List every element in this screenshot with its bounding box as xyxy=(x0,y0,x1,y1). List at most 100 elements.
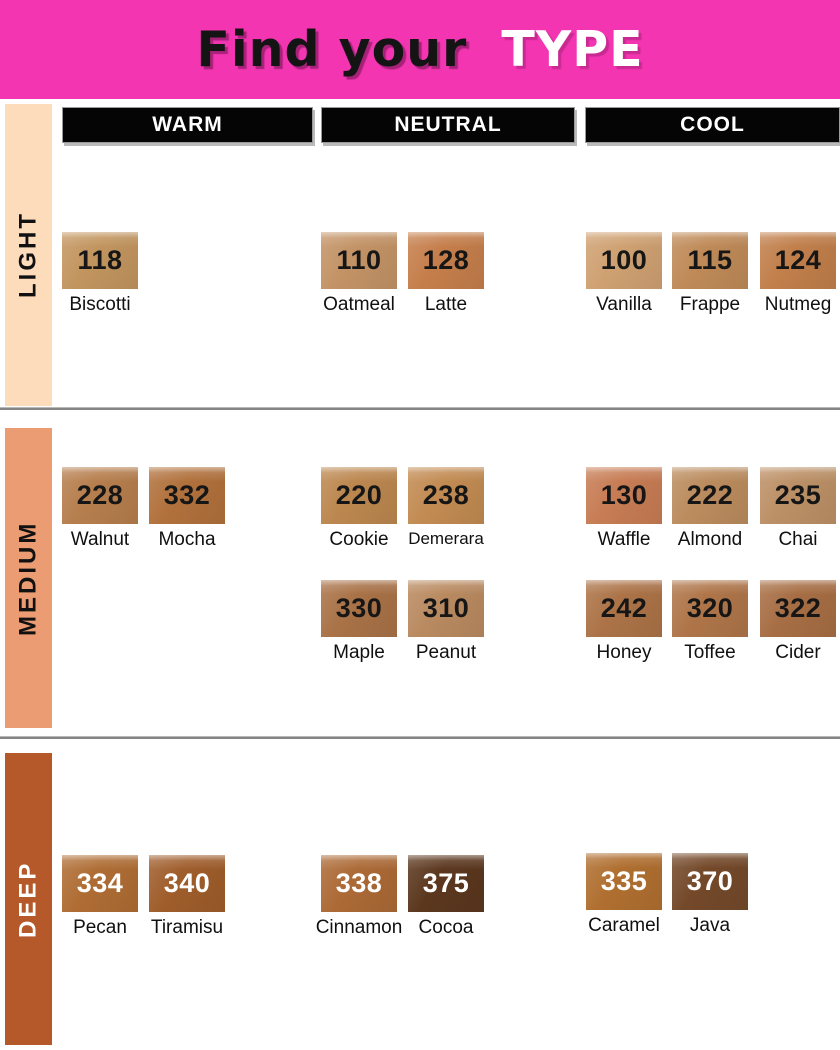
shade-chip: 332 xyxy=(149,467,225,524)
shade-chip: 115 xyxy=(672,232,748,289)
row-band-light-label: LIGHT xyxy=(14,211,42,299)
shade-chip: 370 xyxy=(672,853,748,910)
column-header-warm: WARM xyxy=(62,107,313,143)
shade-number: 375 xyxy=(422,868,470,898)
shade-number: 370 xyxy=(686,866,734,896)
page-title: Find your TYPE xyxy=(196,21,643,78)
shade-chip: 340 xyxy=(149,855,225,912)
swatch-335-caramel: 335 Caramel xyxy=(586,853,662,936)
row-band-medium-label: MEDIUM xyxy=(14,520,42,636)
shade-number: 130 xyxy=(600,480,648,510)
shade-chip: 100 xyxy=(586,232,662,289)
swatch-338-cinnamon: 338 Cinnamon xyxy=(316,855,402,938)
row-band-deep-label: DEEP xyxy=(14,860,42,938)
shade-number: 335 xyxy=(600,866,648,896)
shade-name: Pecan xyxy=(73,917,127,938)
swatch-115-frappe: 115 Frappe xyxy=(672,232,748,315)
swatch-334-pecan: 334 Pecan xyxy=(62,855,138,938)
swatch-340-tiramisu: 340 Tiramisu xyxy=(149,855,225,938)
swatch-110-oatmeal: 110 Oatmeal xyxy=(321,232,397,315)
shade-number: 242 xyxy=(600,593,648,623)
shade-chip: 110 xyxy=(321,232,397,289)
shade-number: 118 xyxy=(77,245,123,275)
column-header-neutral: NEUTRAL xyxy=(321,107,575,143)
shade-name: Waffle xyxy=(597,529,651,550)
swatch-242-honey: 242 Honey xyxy=(586,580,662,663)
shade-name: Mocha xyxy=(158,529,216,550)
shade-name: Chai xyxy=(778,529,818,550)
shade-name: Almond xyxy=(677,529,743,550)
shade-number: 222 xyxy=(686,480,734,510)
shade-number: 320 xyxy=(686,593,734,623)
column-header-cool: COOL xyxy=(585,107,840,143)
shade-name: Cider xyxy=(775,642,821,663)
shade-number: 330 xyxy=(335,593,383,623)
shade-name: Biscotti xyxy=(69,294,131,315)
shade-chip: 124 xyxy=(760,232,836,289)
row-band-light: LIGHT xyxy=(5,104,52,406)
shade-chip: 310 xyxy=(408,580,484,637)
shade-number: 128 xyxy=(422,245,470,275)
shade-chip: 322 xyxy=(760,580,836,637)
swatch-100-vanilla: 100 Vanilla xyxy=(586,232,662,315)
shade-chip: 130 xyxy=(586,467,662,524)
shade-name: Cookie xyxy=(329,529,389,550)
swatch-118-biscotti: 118 Biscotti xyxy=(62,232,138,315)
shade-number: 332 xyxy=(163,480,211,510)
swatch-370-java: 370 Java xyxy=(672,853,748,936)
shade-name: Java xyxy=(689,915,731,936)
page-title-light: TYPE xyxy=(501,21,644,78)
shade-chip: 338 xyxy=(321,855,397,912)
swatch-330-maple: 330 Maple xyxy=(321,580,397,663)
shade-name: Cocoa xyxy=(418,917,474,938)
shade-name: Demerara xyxy=(408,529,484,548)
shade-number: 228 xyxy=(76,480,124,510)
swatch-375-cocoa: 375 Cocoa xyxy=(408,855,484,938)
shade-chip: 128 xyxy=(408,232,484,289)
shade-number: 322 xyxy=(774,593,822,623)
shade-name: Tiramisu xyxy=(150,917,224,938)
shade-chip: 242 xyxy=(586,580,662,637)
swatch-220-cookie: 220 Cookie xyxy=(321,467,397,550)
row-band-medium: MEDIUM xyxy=(5,428,52,728)
shade-number: 124 xyxy=(774,245,822,275)
shade-name: Maple xyxy=(333,642,385,663)
shade-name: Frappe xyxy=(679,294,741,315)
shade-chip: 235 xyxy=(760,467,836,524)
shade-number: 110 xyxy=(336,245,382,275)
shade-name: Peanut xyxy=(415,642,477,663)
shade-name: Honey xyxy=(596,642,652,663)
shade-name: Toffee xyxy=(684,642,736,663)
shade-name: Oatmeal xyxy=(323,294,395,315)
shade-chip: 375 xyxy=(408,855,484,912)
shade-name: Walnut xyxy=(70,529,130,550)
section-divider xyxy=(0,736,840,739)
shade-name: Cinnamon xyxy=(315,917,403,938)
row-band-deep: DEEP xyxy=(5,753,52,1045)
shade-number: 100 xyxy=(600,245,648,275)
shade-number: 334 xyxy=(76,868,124,898)
swatch-310-peanut: 310 Peanut xyxy=(408,580,484,663)
shade-number: 340 xyxy=(163,868,211,898)
swatch-130-waffle: 130 Waffle xyxy=(586,467,662,550)
shade-chip: 330 xyxy=(321,580,397,637)
shade-chip: 222 xyxy=(672,467,748,524)
shade-number: 310 xyxy=(422,593,470,623)
swatch-124-nutmeg: 124 Nutmeg xyxy=(760,232,836,315)
shade-name: Caramel xyxy=(588,915,660,936)
shade-chip: 118 xyxy=(62,232,138,289)
swatch-332-mocha: 332 Mocha xyxy=(149,467,225,550)
section-divider xyxy=(0,407,840,410)
swatch-235-chai: 235 Chai xyxy=(760,467,836,550)
shade-chip: 320 xyxy=(672,580,748,637)
page-header: Find your TYPE xyxy=(0,0,840,99)
shade-name: Latte xyxy=(424,294,468,315)
shade-chip: 220 xyxy=(321,467,397,524)
page-title-dark: Find your xyxy=(196,21,468,78)
swatch-128-latte: 128 Latte xyxy=(408,232,484,315)
swatch-228-walnut: 228 Walnut xyxy=(62,467,138,550)
shade-name: Nutmeg xyxy=(764,294,832,315)
shade-name: Vanilla xyxy=(596,294,652,315)
shade-chip: 335 xyxy=(586,853,662,910)
